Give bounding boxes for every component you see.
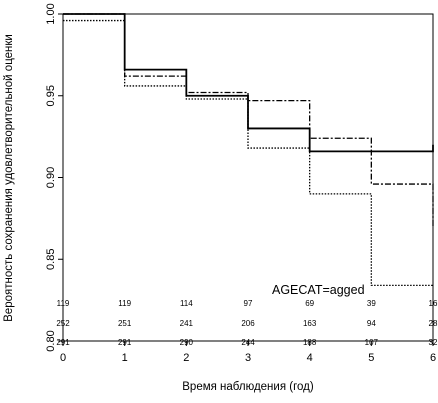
- at-risk-count: 291: [118, 338, 132, 347]
- plot-frame: [62, 13, 434, 342]
- survival-curve-3: [63, 19, 433, 287]
- x-axis-title: Время наблюдения (год): [182, 381, 314, 393]
- y-tick-label: 1.00: [45, 3, 57, 24]
- at-risk-count: 206: [241, 319, 255, 328]
- at-risk-count: 251: [118, 319, 132, 328]
- at-risk-count: 97: [244, 299, 253, 308]
- at-risk-count: 188: [303, 338, 317, 347]
- y-axis-title: Вероятность сохранения удовлетворительно…: [3, 34, 15, 322]
- y-tick-label: 0.85: [45, 249, 57, 270]
- at-risk-count: 39: [367, 299, 376, 308]
- at-risk-count: 291: [56, 338, 70, 347]
- y-tick-label: 0.90: [45, 167, 57, 188]
- at-risk-count: 244: [241, 338, 255, 347]
- y-tick-label: 0.80: [45, 330, 57, 351]
- at-risk-count: 119: [118, 299, 131, 308]
- x-tick-label: 4: [307, 352, 313, 364]
- at-risk-count: 32: [429, 338, 438, 347]
- group-annotation: AGECAT=agged: [272, 283, 365, 297]
- y-axis: 0.80 0.85 0.90 0.95 1.00: [45, 3, 63, 352]
- at-risk-count: 94: [367, 319, 376, 328]
- x-tick-label: 5: [368, 352, 374, 364]
- at-risk-count: 252: [56, 319, 70, 328]
- at-risk-count: 69: [305, 299, 314, 308]
- at-risk-count: 290: [180, 338, 194, 347]
- x-tick-label: 1: [122, 352, 128, 364]
- at-risk-count: 119: [57, 299, 70, 308]
- at-risk-count: 163: [303, 319, 317, 328]
- at-risk-count: 28: [429, 319, 438, 328]
- at-risk-count: 16: [429, 299, 438, 308]
- x-tick-label: 6: [430, 352, 436, 364]
- at-risk-count: 114: [180, 299, 193, 308]
- x-axis: 0 1 2 3 4 5 6: [60, 341, 436, 364]
- x-tick-label: 0: [60, 352, 66, 364]
- x-tick-label: 2: [183, 352, 189, 364]
- at-risk-count: 107: [365, 338, 379, 347]
- at-risk-count: 241: [180, 319, 194, 328]
- at-risk-table: 119 119 114 97 69 39 16 252 251 241 206 163 94 28 291 2…: [56, 299, 438, 347]
- y-tick-label: 0.95: [45, 85, 57, 106]
- survival-curves: [63, 13, 434, 287]
- x-tick-label: 3: [245, 352, 251, 364]
